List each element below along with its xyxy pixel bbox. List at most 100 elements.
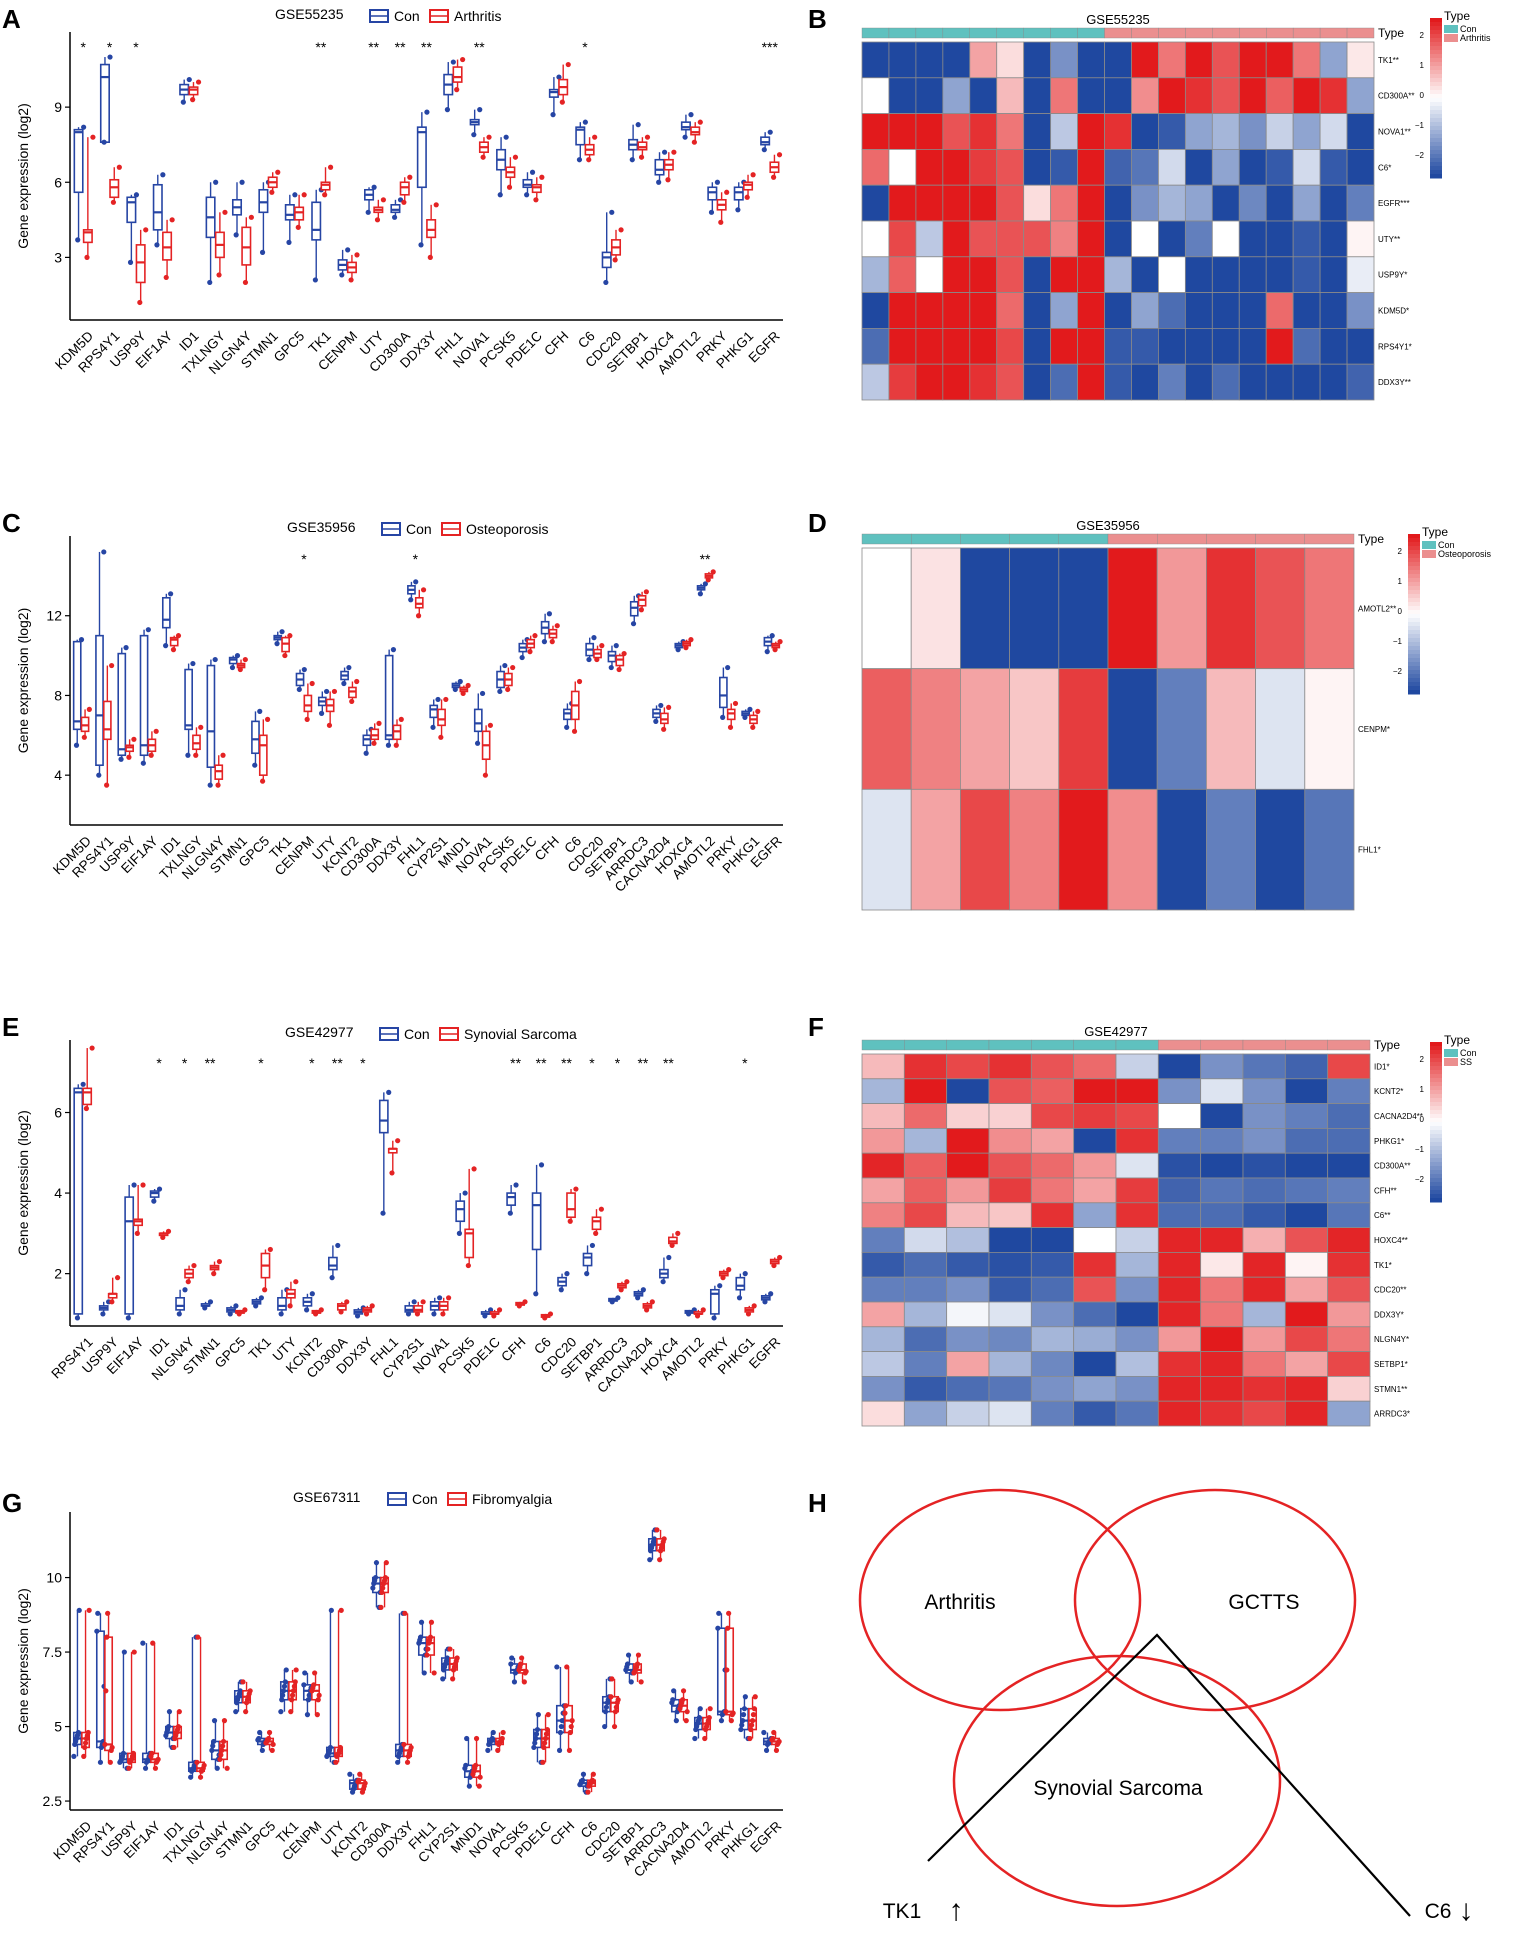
box-con-gpc5-point [227, 1311, 233, 1317]
venn-pointer-lines [927, 1633, 1411, 1917]
box-case-pcsk5-point [523, 1668, 529, 1675]
box-case-prky-point [732, 700, 739, 707]
panel-label-h: H [808, 1488, 827, 1518]
heatmap-cell [1327, 1078, 1371, 1105]
box-case-tk1-point [287, 633, 293, 639]
colorbar-segment [1430, 90, 1442, 95]
box-case-id1-point [170, 647, 177, 653]
heatmap-title: GSE55235 [1086, 12, 1150, 27]
heatmap-cell [1131, 220, 1159, 258]
box-case-eif1ay-point [148, 752, 154, 758]
colorbar-segment [1408, 570, 1420, 575]
box-con-prky-point [716, 1610, 722, 1616]
group-annotation-cell [969, 27, 997, 39]
box-case-usp9y-iqr [135, 244, 146, 284]
colorbar-segment [1430, 46, 1442, 51]
box-case-prky [716, 189, 730, 225]
heatmap-cell [988, 1078, 1032, 1105]
box-case-prky-point [730, 1710, 736, 1716]
box-case-mnd1-point [465, 682, 471, 689]
heatmap-cell [1077, 41, 1105, 79]
box-con-setbp1-point [625, 1661, 631, 1667]
chart-title: GSE67311 [293, 1489, 361, 1505]
box-con-pcsk5 [455, 1190, 468, 1236]
heatmap-cell [969, 292, 998, 329]
heatmap-cell [915, 77, 944, 115]
box-con-hoxc4 [654, 149, 668, 185]
heatmap-cell [1023, 113, 1052, 150]
heatmap-cell [960, 668, 1011, 790]
heatmap-cell [1115, 1103, 1159, 1129]
box-con-rps4y1 [99, 54, 113, 145]
box-case-gpc5-point [266, 1735, 272, 1742]
box-con-arrdc3-point [630, 621, 637, 627]
heatmap-row-label: HOXC4** [1374, 1236, 1408, 1245]
box-con-cfh-point [557, 1729, 564, 1736]
heatmap-cell [1200, 1202, 1244, 1229]
heatmap-cell [1346, 113, 1375, 150]
box-con-nova1-point [437, 1295, 443, 1301]
box-con-setbp1-point [625, 1652, 632, 1658]
heatmap-cell [1265, 220, 1294, 258]
heatmap-cell [942, 327, 971, 365]
colorbar-segment [1430, 1050, 1442, 1055]
box-case-tk1 [281, 633, 293, 659]
box-con-arrdc3-point [651, 1536, 657, 1542]
colorbar-segment [1430, 126, 1442, 131]
heatmap-cell [1292, 327, 1321, 365]
colorbar-segment [1430, 106, 1442, 111]
venn-gene-tk1: TK1 [883, 1900, 922, 1923]
y-tick-label: 7.5 [43, 1644, 63, 1660]
sig-marker: * [301, 551, 307, 567]
box-case-pcsk5 [504, 664, 516, 693]
box-case-cfh-point [568, 1723, 574, 1730]
heatmap-cell [903, 1152, 948, 1179]
colorbar-segment [1408, 690, 1420, 695]
box-case-hoxc4 [668, 1230, 681, 1249]
heatmap-cell [1238, 363, 1267, 401]
box-case-fhl1-point [460, 56, 466, 63]
box-con-rps4y1-iqr [95, 634, 104, 767]
heatmap-cell [861, 1152, 905, 1179]
group-annotation-cell [1023, 27, 1051, 39]
colorbar-segment [1430, 78, 1442, 83]
box-con-phkg1 [741, 706, 753, 720]
heatmap-cell [1184, 363, 1213, 401]
heatmap-cell [1023, 41, 1052, 79]
box-con-kdm5d [73, 124, 87, 243]
heatmap-cell [996, 363, 1025, 401]
box-case-tk1-point [289, 1692, 296, 1698]
box-con-usp9y-point [120, 1750, 127, 1756]
x-tick-label: CFH [541, 328, 571, 358]
box-con-usp9y-point [123, 645, 129, 651]
legend-label-case: Osteoporosis [1438, 549, 1492, 559]
box-case-nova1-point [446, 1295, 452, 1301]
heatmap-cell [1184, 41, 1213, 79]
heatmap-cell [946, 1227, 990, 1253]
box-con-nlgn4y-point [214, 1765, 220, 1771]
box-case-nova1-point [440, 1311, 446, 1317]
legend: Con Osteoporosis [381, 521, 548, 537]
heatmap-cell [1157, 1053, 1202, 1080]
legend-label-case: Fibromyalgia [472, 1491, 552, 1507]
box-case-uty-point [333, 1759, 339, 1765]
heatmap-cell [903, 1128, 948, 1154]
box-case-cdc20 [593, 643, 605, 663]
heatmap-title: GSE35956 [1076, 518, 1140, 533]
heatmap-cell [1115, 1152, 1159, 1179]
venn-gene-c6-down-arrow: ↓ [1459, 1894, 1474, 1927]
box-case-stmn1-point [247, 1688, 253, 1694]
box-con-stmn1-point [202, 1305, 208, 1311]
box-con-stmn1 [258, 179, 272, 255]
heatmap-cell [1284, 1202, 1329, 1229]
box-con-c6-point [582, 119, 588, 125]
heatmap-cell [1077, 184, 1105, 222]
box-con-eif1ay-iqr [152, 183, 163, 231]
heatmap-cell [1284, 1177, 1329, 1204]
box-con-cacna2d4-point [640, 1287, 646, 1293]
heatmap-cell [1073, 1227, 1117, 1253]
box-case-mnd1 [470, 1735, 483, 1789]
box-case-uty [333, 1607, 344, 1765]
box-case-ddx3y-point [401, 1741, 407, 1748]
box-con-egfr-point [761, 147, 767, 153]
